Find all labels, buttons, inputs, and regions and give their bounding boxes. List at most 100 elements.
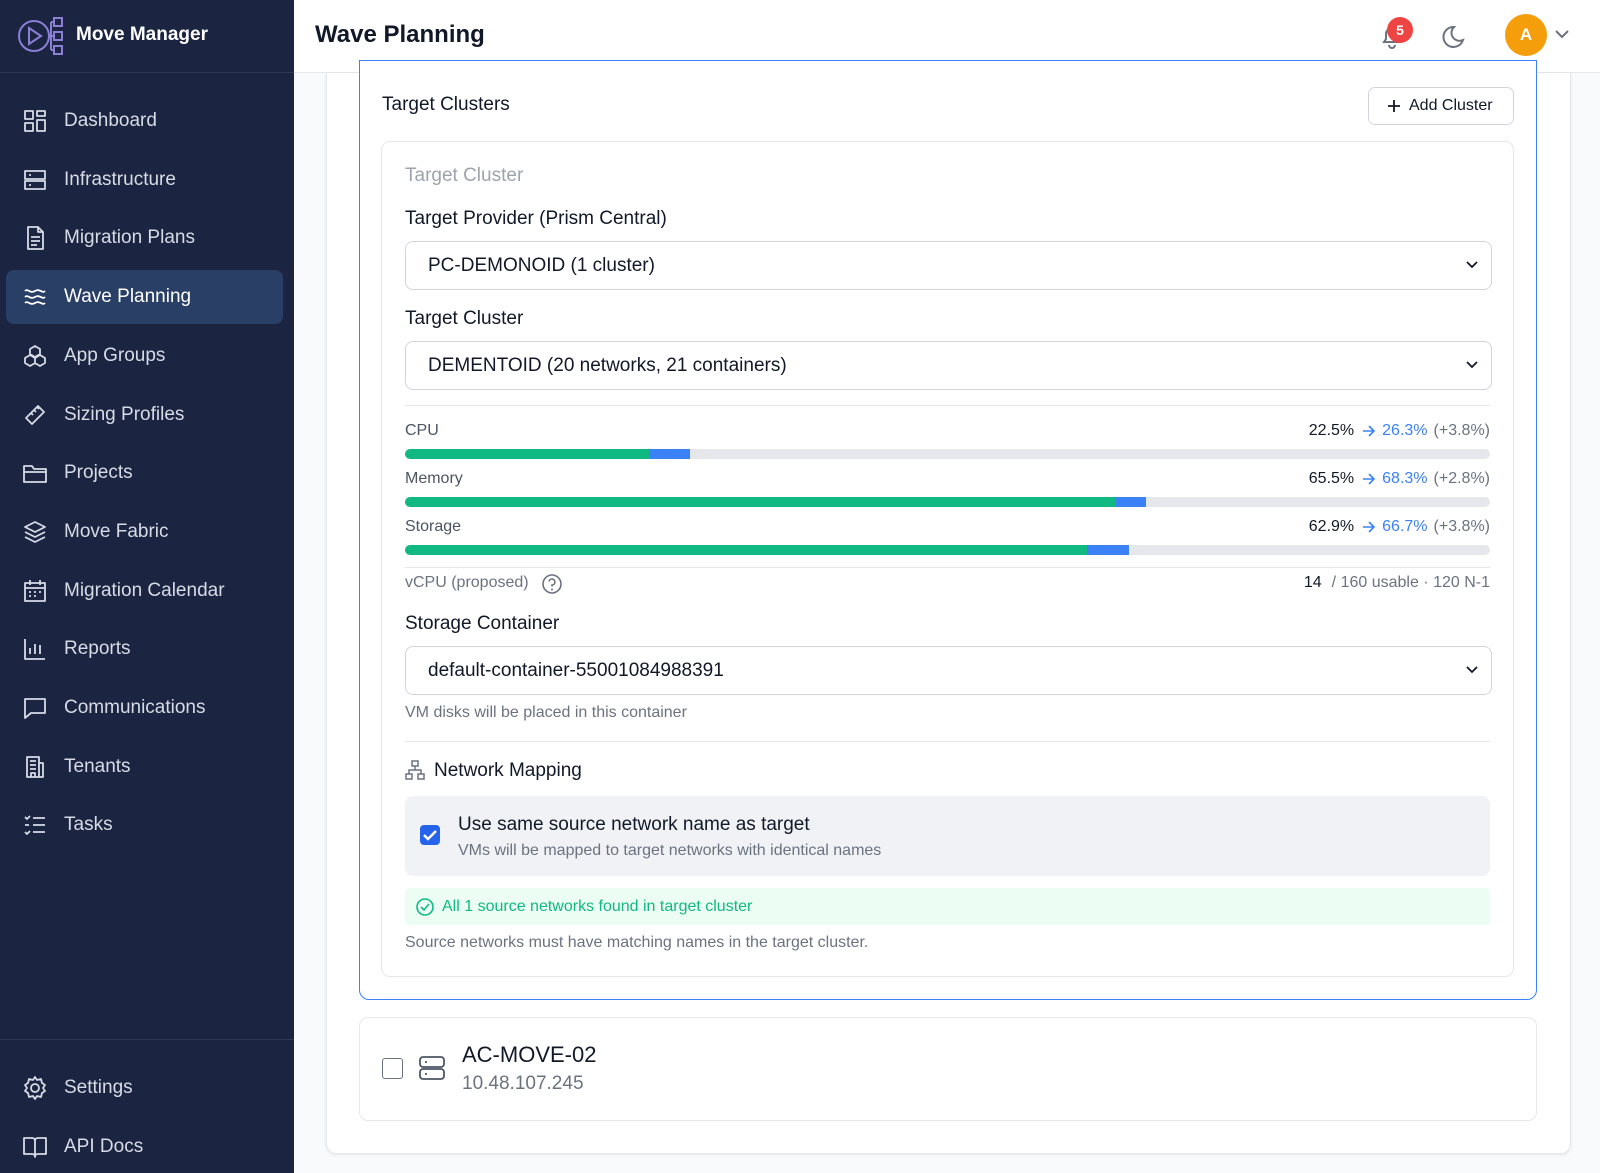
separator <box>405 405 1490 406</box>
nav-label: Sizing Profiles <box>64 403 185 425</box>
nav-item[interactable]: Reports <box>6 622 283 676</box>
nav-label: Projects <box>64 462 133 484</box>
arrow-icon <box>1363 521 1376 533</box>
status-text: All 1 source networks found in target cl… <box>442 898 753 915</box>
avatar[interactable]: A <box>1505 14 1547 56</box>
checkbox[interactable] <box>382 1058 403 1079</box>
network-title: Network Mapping <box>434 760 582 781</box>
checkbox[interactable] <box>420 825 440 845</box>
nav-icon <box>24 815 45 836</box>
storage-hint: VM disks will be placed in this containe… <box>405 704 687 721</box>
proposed-bar <box>1115 497 1147 507</box>
theme-toggle[interactable] <box>1441 22 1471 52</box>
nav-label: API Docs <box>64 1136 144 1157</box>
nav-item[interactable]: Infrastructure <box>6 153 283 207</box>
nav-label: Reports <box>64 638 131 660</box>
chevron <box>1466 361 1478 369</box>
proposed-bar <box>1087 545 1129 555</box>
divider <box>0 1039 294 1040</box>
divider <box>0 72 294 73</box>
checkbox-hint: VMs will be mapped to target networks wi… <box>458 842 882 859</box>
nav-icon <box>27 226 44 251</box>
current-value: 65.5% <box>1308 470 1355 487</box>
nav-icon <box>24 1076 46 1100</box>
delta-value: (+3.8%) <box>1433 422 1490 439</box>
separator <box>405 741 1490 742</box>
proposed-bar <box>649 449 691 459</box>
nav-label: Wave Planning <box>64 286 192 308</box>
nav-item[interactable]: Wave Planning <box>6 270 283 325</box>
resource-values: 65.5% 68.3% (+2.8%) <box>1309 470 1490 488</box>
nav-item[interactable]: Move Fabric <box>6 505 283 559</box>
field-label: Target Provider (Prism Central) <box>405 208 667 229</box>
separator <box>405 567 1490 568</box>
sidebar: Move Manager Dashboard Infrastructure Migr… <box>0 0 294 1173</box>
nav-item[interactable]: Migration Calendar <box>6 564 283 618</box>
bar-track <box>405 545 1490 555</box>
nav-item[interactable]: Migration Plans <box>6 211 283 265</box>
nav-item[interactable]: Settings <box>6 1061 283 1115</box>
resource-label: Storage <box>405 518 462 535</box>
chevron <box>1466 666 1478 674</box>
nav-item[interactable]: Sizing Profiles <box>6 388 283 442</box>
server-icon <box>419 1056 445 1080</box>
plus-icon <box>1388 100 1400 112</box>
nav-item[interactable]: Communications <box>6 681 283 735</box>
nav-icon <box>23 465 47 484</box>
logo <box>18 17 63 55</box>
source-name: AC-MOVE-02 <box>462 1042 597 1067</box>
nav-item[interactable]: App Groups <box>6 329 283 383</box>
cluster-select[interactable]: DEMENTOID (20 networks, 21 containers) <box>405 341 1492 390</box>
vcpu-label: vCPU (proposed) <box>405 574 529 591</box>
add-cluster-button[interactable]: Add Cluster <box>1368 87 1514 125</box>
current-bar <box>405 497 1116 507</box>
resource-values: 62.9% 66.7% (+3.8%) <box>1309 518 1490 536</box>
status-box <box>405 888 1490 925</box>
select-value: DEMENTOID (20 networks, 21 containers) <box>428 354 787 376</box>
bar-track <box>405 449 1490 459</box>
nav-icon <box>24 110 46 132</box>
nav-item[interactable]: Projects <box>6 446 283 500</box>
proposed-value: 68.3% <box>1382 470 1428 487</box>
nav-label: Dashboard <box>64 110 157 131</box>
chevron[interactable] <box>1554 28 1570 40</box>
current-bar <box>405 545 1088 555</box>
network-icon <box>405 760 425 780</box>
nav-item[interactable]: Tenants <box>6 740 283 794</box>
nav-item[interactable]: Dashboard <box>6 94 283 148</box>
notification-badge[interactable]: 5 <box>1387 17 1413 43</box>
resource-values: 22.5% 26.3% (+3.8%) <box>1309 422 1490 440</box>
nav-icon <box>24 579 46 602</box>
source-cluster-card <box>359 1017 1537 1121</box>
nav-icon <box>25 404 45 425</box>
current-value: 22.5% <box>1308 422 1355 439</box>
nav-label: Infrastructure <box>64 168 176 190</box>
checkbox-row <box>405 796 1490 876</box>
nav-label: Migration Calendar <box>64 579 225 601</box>
delta-value: (+2.8%) <box>1433 470 1490 487</box>
nav-label: Move Fabric <box>64 520 169 542</box>
check-mark <box>423 830 437 841</box>
nav-item[interactable]: API Docs <box>6 1120 283 1173</box>
delta-value: (+3.8%) <box>1433 518 1490 535</box>
checkbox-label: Use same source network name as target <box>458 814 810 835</box>
nav-icon <box>24 169 46 190</box>
resource-label: CPU <box>405 422 439 439</box>
nav-label: Communications <box>64 697 206 718</box>
help-icon[interactable] <box>541 573 563 595</box>
nav-label: Migration Plans <box>64 227 195 249</box>
chevron <box>1466 261 1478 269</box>
provider-select[interactable]: PC-DEMONOID (1 cluster) <box>405 241 1492 290</box>
current-bar <box>405 449 650 459</box>
proposed-value: 26.3% <box>1382 422 1428 439</box>
button-label: Add Cluster <box>1409 97 1493 114</box>
storage-select[interactable]: default-container-55001084988391 <box>405 646 1492 695</box>
vcpu-usage: 14 / 160 usable · 120 N-1 <box>1304 574 1490 592</box>
check-circle-icon <box>416 898 434 916</box>
nav-item[interactable]: Tasks <box>6 798 283 852</box>
nav-icon <box>24 639 45 661</box>
nav-label: Settings <box>64 1077 133 1098</box>
network-note: Source networks must have matching names… <box>405 934 869 951</box>
arrow-icon <box>1363 473 1376 485</box>
